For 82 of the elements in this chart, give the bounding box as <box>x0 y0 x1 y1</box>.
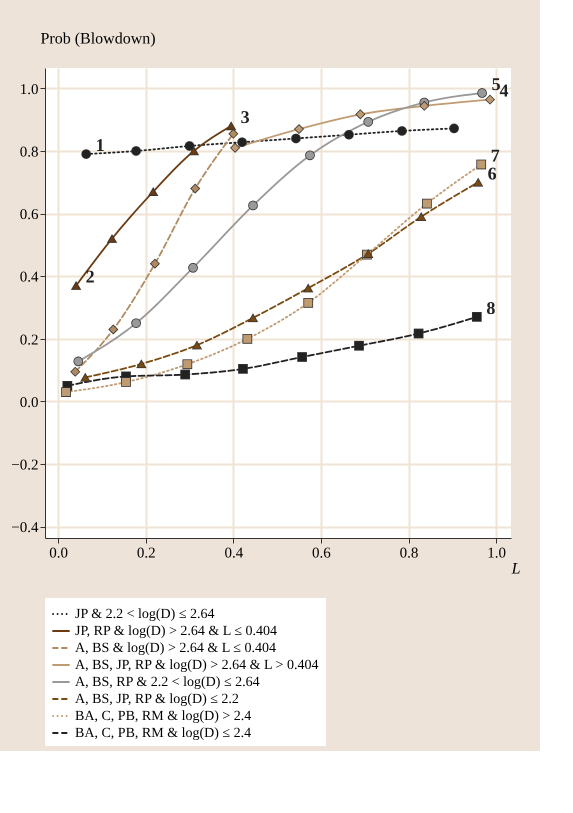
point <box>73 356 84 366</box>
legend-label: BA, C, PB, RM & log(D) ≤ 2.4 <box>75 726 252 741</box>
point <box>189 146 199 156</box>
point <box>184 141 194 151</box>
x-axis-title: L <box>510 560 521 578</box>
annotation: 4 <box>499 80 508 101</box>
point <box>188 262 198 273</box>
point <box>419 101 430 111</box>
y-tick-label: 0.0 <box>20 394 38 411</box>
point <box>230 142 240 153</box>
point <box>422 198 432 208</box>
point <box>192 340 202 350</box>
point <box>238 364 248 374</box>
point <box>291 134 301 144</box>
point <box>61 387 71 397</box>
x-tick-label: 0.6 <box>312 546 332 562</box>
annotation: 2 <box>86 266 95 287</box>
point <box>416 212 426 222</box>
point <box>473 178 484 187</box>
x-tick-label: 0.0 <box>49 546 68 562</box>
annotation: 1 <box>96 135 105 156</box>
point <box>182 359 192 370</box>
point <box>303 298 314 308</box>
point <box>131 318 141 328</box>
point <box>70 366 80 377</box>
x-tick-label: 0.4 <box>224 546 244 562</box>
legend-label: A, BS, RP & 2.2 < log(D) ≤ 2.64 <box>75 675 260 690</box>
annotation: 8 <box>486 298 496 318</box>
annotation: 7 <box>490 145 500 166</box>
point <box>248 314 258 322</box>
point <box>414 328 424 338</box>
point <box>354 340 364 351</box>
point <box>305 150 315 160</box>
point <box>228 128 238 139</box>
y-tick-label: 1.0 <box>20 82 38 98</box>
point <box>363 116 374 127</box>
point <box>397 126 407 136</box>
point <box>294 124 304 134</box>
point <box>107 234 117 243</box>
point <box>148 187 158 196</box>
y-tick-label: −0.2 <box>11 458 38 474</box>
legend-label: A, BS & log(D) > 2.64 & L ≤ 0.404 <box>75 641 276 656</box>
point <box>136 360 146 368</box>
point <box>237 137 247 148</box>
point <box>190 184 200 194</box>
point <box>150 258 160 269</box>
point <box>180 370 190 380</box>
point <box>81 149 92 159</box>
legend-label: A, BS, JP, RP & log(D) > 2.64 & L > 0.404 <box>75 658 318 673</box>
point <box>248 200 258 210</box>
y-tick-label: 0.8 <box>20 144 38 160</box>
point <box>355 109 366 120</box>
legend-label: JP, RP & log(D) > 2.64 & L ≤ 0.404 <box>75 624 278 639</box>
point <box>303 284 314 292</box>
y-axis-title: Prob (Blowdown) <box>40 30 156 48</box>
point <box>344 130 354 140</box>
point <box>71 281 81 290</box>
y-tick-label: 0.2 <box>20 332 38 348</box>
x-tick-label: 0.2 <box>136 546 156 562</box>
y-tick-label: −0.4 <box>11 520 39 536</box>
point <box>80 373 90 382</box>
point <box>485 94 495 104</box>
x-tick-label: 1.0 <box>487 546 506 562</box>
legend-label: A, BS, JP, RP & log(D) ≤ 2.2 <box>75 692 239 707</box>
point <box>121 377 131 387</box>
annotation: 6 <box>488 163 497 184</box>
point <box>131 146 141 156</box>
y-tick-label: 0.4 <box>20 270 39 286</box>
annotation: 5 <box>492 74 501 94</box>
point <box>242 334 252 344</box>
legend-label: JP & 2.2 < log(D) ≤ 2.64 <box>75 607 215 622</box>
point <box>472 312 482 322</box>
x-tick-label: 0.8 <box>400 546 418 562</box>
annotation: 3 <box>240 106 250 127</box>
point <box>297 352 307 362</box>
point <box>449 124 459 134</box>
point <box>226 122 236 130</box>
point <box>108 324 118 334</box>
y-tick-label: 0.6 <box>20 207 39 224</box>
point <box>477 88 487 98</box>
point <box>476 160 486 170</box>
legend-label: BA, C, PB, RM & log(D) > 2.4 <box>75 709 252 724</box>
